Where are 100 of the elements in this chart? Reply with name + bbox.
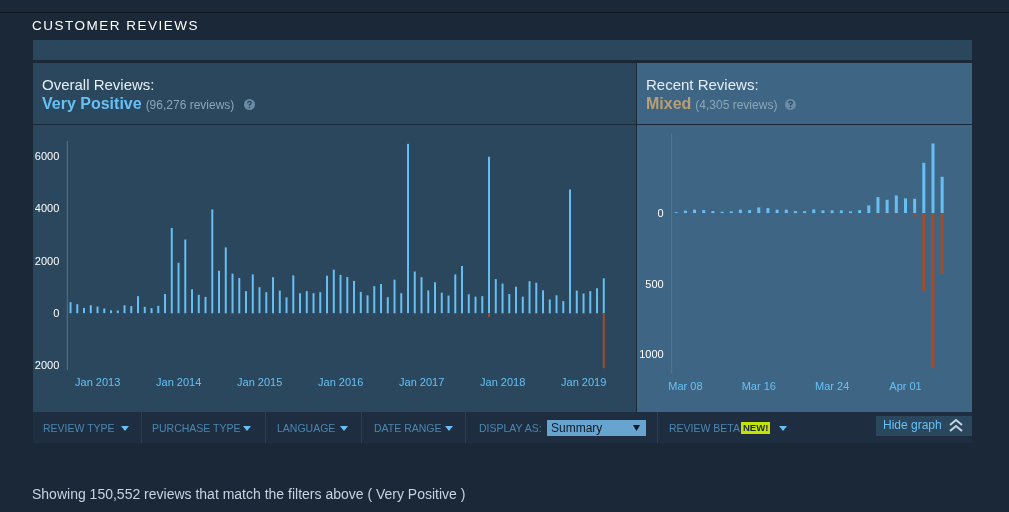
bar xyxy=(521,296,524,314)
text: (4,305 reviews) xyxy=(695,98,778,112)
bar xyxy=(447,295,450,314)
x-tick-label: Jan 2016 xyxy=(318,375,364,388)
chart-title: Recent Reviews: xyxy=(646,76,759,93)
bar xyxy=(285,297,288,314)
text: (96,276 reviews) xyxy=(145,98,235,112)
bar xyxy=(454,274,457,314)
bar xyxy=(299,293,302,314)
bar xyxy=(245,291,248,314)
bar xyxy=(515,286,518,314)
bar xyxy=(353,280,356,314)
bar xyxy=(380,284,383,314)
bar xyxy=(265,292,268,314)
text: LANGUAGE xyxy=(277,422,336,434)
bar xyxy=(757,207,761,214)
bar xyxy=(467,294,470,314)
chart-subtitle: Mixed xyxy=(646,95,692,112)
y-tick-label: 1000 xyxy=(639,348,664,361)
bar xyxy=(876,197,880,214)
text: PURCHASE TYPE xyxy=(152,422,241,434)
bar xyxy=(931,143,935,214)
bar xyxy=(386,297,389,314)
bar xyxy=(488,313,491,318)
bar xyxy=(191,289,194,314)
bar xyxy=(775,209,779,214)
bar xyxy=(272,277,275,314)
bar xyxy=(596,288,599,314)
bar xyxy=(894,195,898,214)
bar xyxy=(258,287,261,314)
bar xyxy=(400,293,403,314)
x-tick-label: Mar 24 xyxy=(815,379,850,392)
bar xyxy=(488,156,491,314)
bar xyxy=(885,199,889,214)
bar xyxy=(413,271,416,314)
bar xyxy=(150,308,153,314)
bar xyxy=(474,296,477,314)
bar xyxy=(177,262,180,314)
bar xyxy=(420,277,423,314)
bar xyxy=(157,305,160,314)
bar xyxy=(940,176,944,214)
y-tick-label: 0 xyxy=(53,307,60,320)
bar xyxy=(702,210,706,214)
bar xyxy=(89,305,92,314)
bar xyxy=(130,306,133,314)
bar xyxy=(218,270,221,314)
bar xyxy=(427,290,430,314)
bar xyxy=(575,290,578,314)
bar xyxy=(569,189,572,314)
bar xyxy=(548,299,551,314)
bar xyxy=(542,290,545,314)
bar xyxy=(481,296,484,314)
bar xyxy=(738,209,742,214)
bar xyxy=(312,293,315,314)
bar xyxy=(251,274,254,314)
x-tick-label: Apr 01 xyxy=(889,379,922,392)
bar xyxy=(528,281,531,314)
text: REVIEW TYPE xyxy=(43,422,115,434)
bar xyxy=(858,210,862,214)
bar xyxy=(602,278,605,314)
bar xyxy=(766,208,770,214)
bar xyxy=(346,276,349,314)
bar xyxy=(582,293,585,314)
bar xyxy=(748,210,752,214)
bar xyxy=(204,296,207,314)
bar xyxy=(96,306,99,314)
bar xyxy=(830,210,834,214)
x-tick-label: Jan 2018 xyxy=(480,375,526,388)
bar xyxy=(69,302,72,314)
bar xyxy=(339,274,342,314)
chart-title: Overall Reviews: xyxy=(42,76,155,93)
text: Showing 150,552 reviews that match the filters above ( Very Positive ) xyxy=(32,486,466,502)
bar xyxy=(555,295,558,314)
bar xyxy=(461,265,464,314)
bar xyxy=(292,275,295,314)
text: REVIEW BETA xyxy=(669,422,740,434)
bar xyxy=(305,291,308,314)
bar xyxy=(440,292,443,314)
bar xyxy=(143,306,146,314)
bar xyxy=(103,308,106,314)
x-tick-label: Mar 08 xyxy=(668,379,703,392)
text: Summary xyxy=(551,421,603,435)
bar xyxy=(913,213,917,217)
bar xyxy=(602,313,605,369)
bar xyxy=(83,307,86,314)
bar xyxy=(693,209,697,214)
bar xyxy=(867,205,871,214)
x-tick-label: Mar 16 xyxy=(741,379,776,392)
bar xyxy=(373,286,376,314)
bar xyxy=(931,213,935,369)
bar xyxy=(535,282,538,314)
y-tick-label: 500 xyxy=(645,277,664,290)
bar xyxy=(224,247,227,314)
y-tick-label: 2000 xyxy=(34,359,60,372)
bar xyxy=(184,239,187,314)
bar xyxy=(501,283,504,314)
bar xyxy=(922,213,926,292)
bar xyxy=(319,292,322,314)
bar xyxy=(821,210,825,214)
bar xyxy=(922,162,926,214)
